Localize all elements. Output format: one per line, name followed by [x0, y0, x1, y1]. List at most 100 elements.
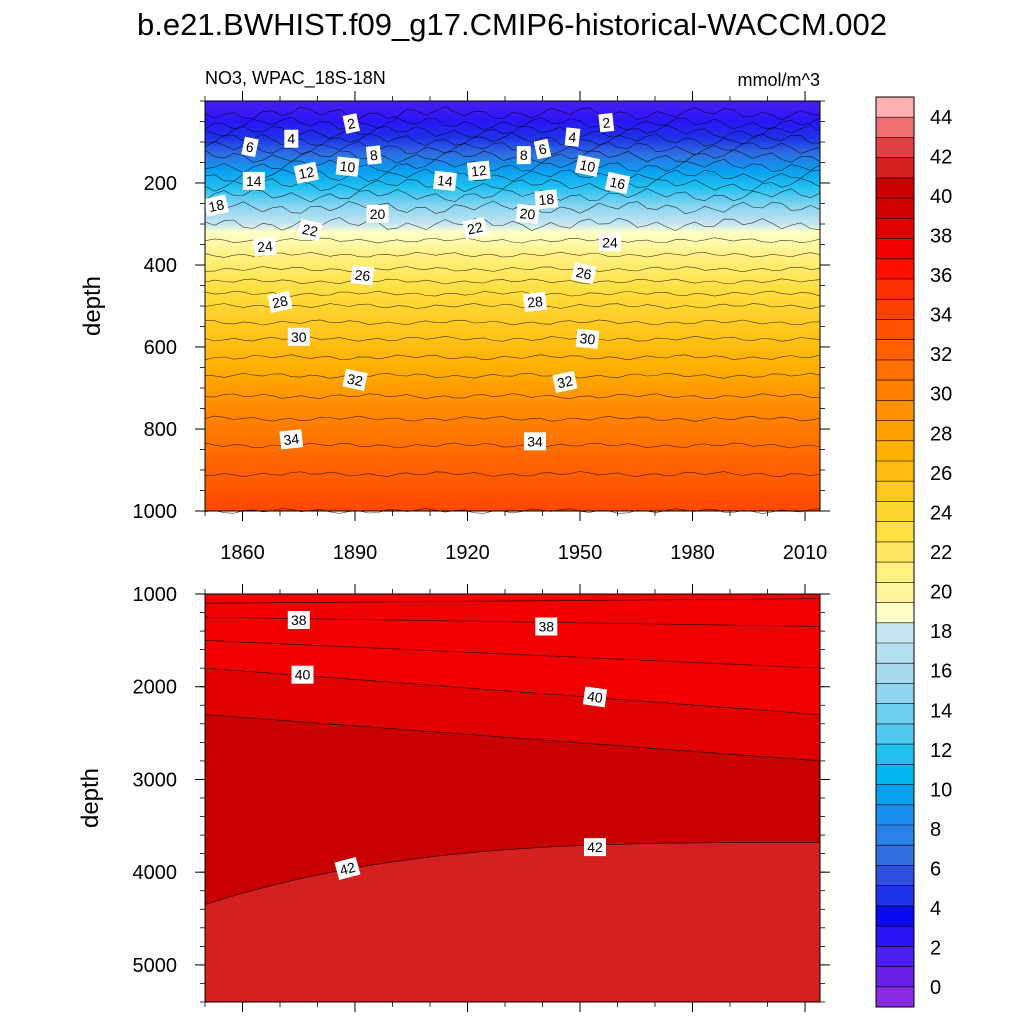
svg-text:10: 10	[578, 156, 597, 175]
colorbar-swatch	[876, 319, 914, 340]
svg-text:12: 12	[470, 162, 487, 180]
x-tick-label: 2010	[783, 542, 828, 564]
contour-line-29	[205, 319, 821, 326]
colorbar-tick-label: 10	[930, 779, 952, 801]
contour-label: 4	[564, 127, 581, 147]
colorbar-tick-label: 34	[930, 305, 952, 327]
colorbar-tick-label: 36	[930, 265, 952, 287]
colorbar-swatch	[876, 804, 914, 826]
contour-line-6	[204, 132, 821, 147]
svg-text:38: 38	[291, 612, 307, 628]
colorbar-swatch	[876, 97, 914, 118]
contour-label: 16	[604, 171, 631, 195]
contour-line-32	[204, 372, 821, 379]
x-tick-label: 1920	[445, 542, 490, 564]
colorbar-swatch	[876, 885, 914, 907]
colorbar-swatch	[876, 865, 914, 886]
contour-label: 22	[297, 219, 323, 242]
colorbar-swatch	[876, 420, 914, 442]
contour-line-37	[204, 598, 821, 604]
contour-line-33	[204, 393, 821, 400]
chart-title: b.e21.BWHIST.f09_g17.CMIP6-historical-WA…	[137, 7, 887, 42]
contour-line-10	[204, 149, 821, 164]
svg-text:24: 24	[256, 238, 273, 256]
colorbar-swatch	[876, 926, 914, 947]
band-40-41	[205, 668, 820, 761]
contour-label: 6	[533, 138, 552, 160]
contour-line-0	[204, 106, 821, 121]
svg-text:26: 26	[575, 264, 594, 283]
contour-line-39	[204, 640, 821, 669]
colorbar-tick-label: 20	[930, 582, 952, 604]
contour-label: 10	[574, 154, 601, 177]
colorbar-swatch	[876, 723, 914, 745]
colorbar-swatch	[876, 481, 914, 502]
colorbar-swatch	[876, 521, 914, 543]
colorbar-tick-label: 8	[930, 819, 941, 841]
y-tick-label: 600	[144, 337, 177, 359]
contour-line-4	[204, 124, 821, 139]
contour-label: 38	[535, 617, 558, 636]
colorbar-swatch	[876, 784, 914, 806]
colorbar-swatch	[876, 744, 914, 765]
y-tick-label: 5000	[133, 955, 178, 977]
colorbar-tick-label: 24	[930, 502, 952, 524]
contour-label: 24	[253, 236, 277, 257]
contour-label: 20	[515, 203, 540, 224]
colorbar-tick-label: 22	[930, 542, 952, 564]
colorbar-swatch	[876, 380, 914, 401]
svg-text:14: 14	[246, 173, 262, 189]
contour-label: 10	[335, 156, 360, 177]
colorbar-swatch	[876, 764, 914, 785]
y-tick-label: 2000	[133, 677, 178, 699]
svg-text:20: 20	[370, 206, 386, 222]
contour-label: 26	[350, 265, 375, 286]
svg-text:32: 32	[346, 370, 365, 389]
colorbar-tick-label: 12	[930, 740, 952, 762]
colorbar-swatch	[876, 562, 914, 583]
y-tick-label: 3000	[133, 769, 178, 791]
colorbar-swatch	[876, 582, 914, 603]
colorbar: 0246810121416182022242628303234363840424…	[875, 96, 952, 1008]
x-tick-label: 1890	[333, 542, 378, 564]
colorbar-swatch	[876, 440, 914, 462]
colorbar-swatch	[876, 198, 914, 219]
contour-label: 18	[534, 189, 559, 210]
contour-line-24	[204, 251, 821, 258]
subtitle-left: NO3, WPAC_18S-18N	[205, 68, 386, 89]
colorbar-swatch	[876, 541, 914, 563]
svg-text:30: 30	[579, 330, 596, 348]
svg-text:22: 22	[466, 219, 485, 238]
colorbar-swatch	[876, 157, 914, 179]
colorbar-swatch	[876, 501, 914, 522]
svg-text:6: 6	[245, 138, 256, 155]
svg-text:10: 10	[339, 158, 356, 176]
contour-label: 8	[365, 145, 382, 165]
svg-text:24: 24	[602, 234, 618, 250]
bottom-y-axis-label: depth	[77, 768, 104, 828]
bottom-panel: 38 38 40 40 42 42 1000 2000 3000 4000 5000 depth	[77, 584, 830, 1012]
colorbar-swatch	[876, 279, 914, 300]
top-y-axis-label: depth	[79, 276, 106, 336]
contour-line-25	[204, 266, 821, 273]
y-tick-label: 1000	[133, 501, 178, 523]
contour-label: 4	[284, 129, 299, 148]
svg-text:28: 28	[271, 292, 290, 311]
colorbar-swatch	[876, 905, 914, 927]
contour-label: 12	[466, 160, 491, 181]
svg-text:18: 18	[207, 196, 226, 215]
colorbar-swatch	[876, 946, 914, 967]
svg-text:26: 26	[354, 267, 371, 285]
svg-text:42: 42	[587, 839, 603, 855]
x-tick-label: 1980	[670, 542, 715, 564]
units-label: mmol/m^3	[738, 70, 820, 90]
contour-label: 42	[584, 838, 606, 857]
svg-text:8: 8	[520, 147, 528, 163]
contour-line-27	[204, 290, 821, 297]
colorbar-tick-label: 18	[930, 621, 952, 643]
svg-text:14: 14	[436, 172, 453, 190]
y-tick-label: 4000	[133, 862, 178, 884]
